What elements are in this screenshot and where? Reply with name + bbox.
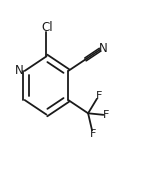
Text: F: F [95, 91, 102, 101]
Text: F: F [90, 129, 96, 139]
Text: Cl: Cl [41, 20, 53, 33]
Text: N: N [14, 64, 23, 77]
Text: F: F [103, 110, 109, 120]
Text: N: N [99, 42, 108, 55]
